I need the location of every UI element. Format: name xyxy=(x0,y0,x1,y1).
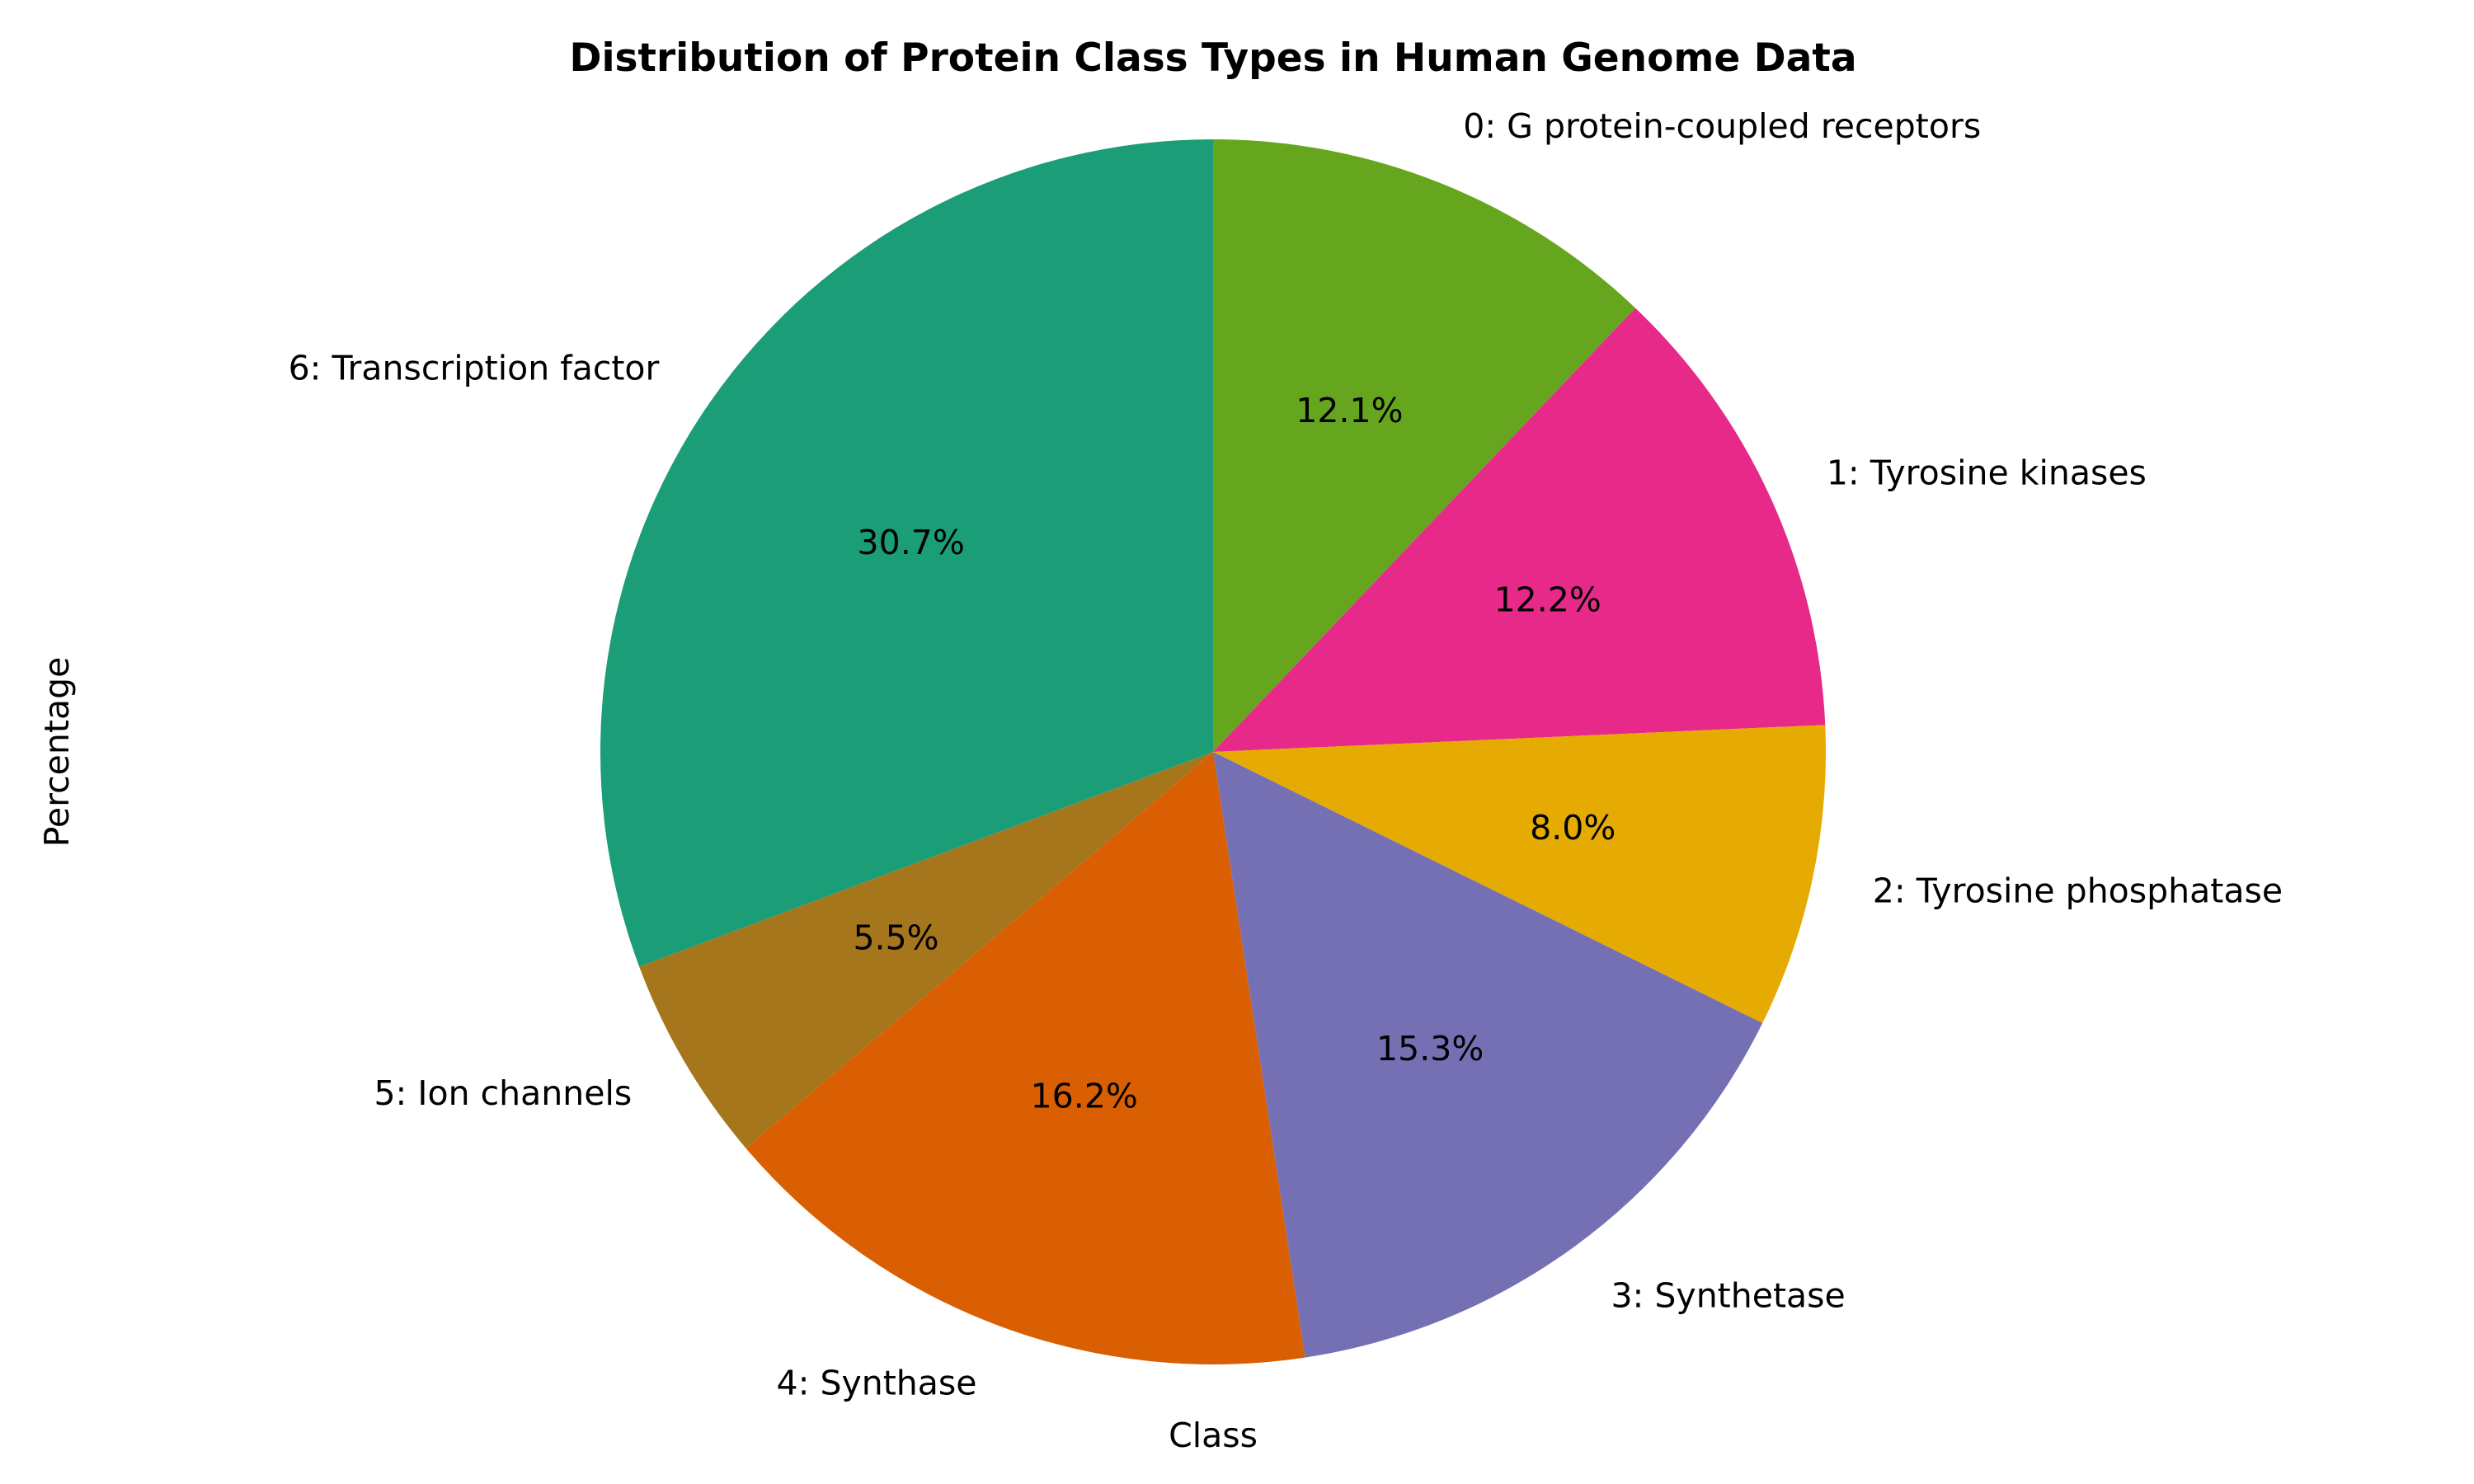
category-label-ion-channels: 5: Ion channels xyxy=(374,1073,632,1113)
category-label-synthase: 4: Synthase xyxy=(777,1363,977,1402)
pct-label-tyrosine-phosphatase: 8.0% xyxy=(1530,808,1616,848)
percentage-labels: 12.1% 12.2% 8.0% 15.3% 16.2% 5.5% 30.7% xyxy=(853,391,1616,1115)
pie-slice-synthase xyxy=(745,752,1305,1364)
category-label-transcription-factor: 6: Transcription factor xyxy=(289,348,660,387)
pie-slice-ion-channels xyxy=(639,752,1213,1148)
pct-label-transcription-factor: 30.7% xyxy=(858,523,965,562)
chart-title: Distribution of Protein Class Types in H… xyxy=(569,35,1856,81)
pie-slice-synthetase xyxy=(1213,752,1763,1358)
category-label-tyrosine-kinases: 1: Tyrosine kinases xyxy=(1827,453,2147,492)
pie-slice-tyrosine-kinases xyxy=(1213,308,1826,752)
pie-slices xyxy=(600,139,1826,1364)
pie-slice-tyrosine-phosphatase xyxy=(1213,725,1826,1023)
x-axis-label: Class xyxy=(1169,1416,1258,1455)
pct-label-ion-channels: 5.5% xyxy=(853,918,938,958)
category-label-tyrosine-phosphatase: 2: Tyrosine phosphatase xyxy=(1873,871,2283,910)
pie-slice-g-protein-coupled-receptors xyxy=(1213,139,1636,752)
pct-label-synthase: 16.2% xyxy=(1031,1077,1138,1116)
category-label-synthetase: 3: Synthetase xyxy=(1611,1276,1845,1316)
category-labels: 0: G protein-coupled receptors 1: Tyrosin… xyxy=(289,106,2283,1402)
pie-slice-transcription-factor xyxy=(600,139,1213,967)
pct-label-g-protein-coupled-receptors: 12.1% xyxy=(1296,391,1403,430)
category-label-g-protein-coupled-receptors: 0: G protein-coupled receptors xyxy=(1463,106,1981,146)
pct-label-synthetase: 15.3% xyxy=(1376,1029,1484,1068)
pct-label-tyrosine-kinases: 12.2% xyxy=(1494,580,1602,619)
y-axis-label: Percentage xyxy=(37,657,77,848)
